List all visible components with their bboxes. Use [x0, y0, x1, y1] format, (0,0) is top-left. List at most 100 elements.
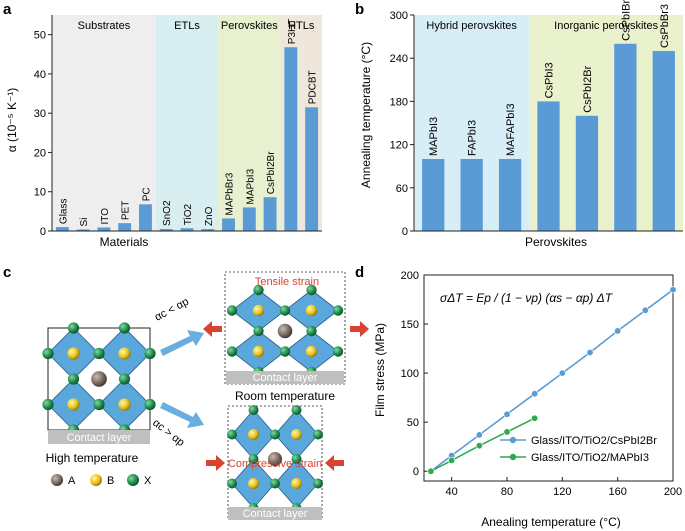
legend-a-icon — [51, 474, 63, 486]
b-site-atom — [248, 478, 259, 489]
bar-CsPbI2Br — [263, 197, 277, 231]
y-tick-label-200: 200 — [401, 270, 419, 282]
panel-d-y-axis-label: Film stress (MPa) — [373, 323, 387, 417]
a-site-atom — [277, 323, 293, 339]
series-0-point — [558, 369, 566, 377]
series-line-1 — [430, 417, 536, 472]
x-site-atom — [253, 325, 264, 337]
group-band-1 — [155, 15, 219, 231]
x-site-atom — [279, 346, 291, 357]
bar-label-ZnO: ZnO — [204, 206, 215, 226]
series-0-point — [614, 327, 622, 335]
panel-a-chart: Substrates ETLs Perovskites HTLs Glass Si ITO… — [5, 15, 322, 249]
bar-ITO — [97, 227, 111, 231]
series-0-point — [531, 390, 539, 398]
x-site-atom — [42, 347, 54, 360]
x-site-atom — [67, 373, 80, 385]
bar-label-MAPbI3: MAPbI3 — [428, 117, 440, 156]
bar-PDCBT — [305, 107, 319, 231]
compressive-arrow-right — [325, 455, 344, 471]
bar-label-TiO2: TiO2 — [183, 204, 194, 226]
condition-bottom-label: αc > αp — [150, 417, 186, 449]
condition-top-label: αc < αp — [153, 296, 191, 324]
series-1-point — [448, 456, 456, 464]
y-tick-label-10: 10 — [34, 187, 46, 199]
room-temperature-label: Room temperature — [235, 389, 335, 403]
b-site-atom — [252, 345, 265, 358]
bar-label-SnO2: SnO2 — [162, 200, 173, 226]
y-tick-label-0: 0 — [413, 466, 419, 478]
contact-layer-tensile-label: Contact layer — [253, 372, 318, 384]
bar-CsPbIBr2 — [614, 43, 637, 231]
y-tick-label-100: 100 — [401, 368, 419, 380]
plot-frame — [423, 274, 674, 482]
series-1-point — [503, 428, 511, 436]
b-site-atom — [248, 429, 259, 440]
series-0-point — [669, 286, 677, 294]
contact-layer-high-label: Contact layer — [67, 432, 132, 444]
legend-x-label: X — [144, 475, 152, 487]
group-label-2: Perovskites — [221, 20, 278, 32]
series-0-point — [641, 306, 649, 314]
x-site-atom — [248, 454, 259, 464]
bar-CsPbI2Br — [575, 115, 599, 231]
legend-a-label: A — [68, 475, 76, 487]
b-site-atom — [67, 347, 80, 360]
x-site-atom — [313, 429, 323, 440]
x-site-atom — [226, 346, 238, 357]
bar-FAPbI3 — [460, 159, 483, 231]
bar-label-MAPbBr3: MAPbBr3 — [225, 172, 236, 215]
b-site-atom — [291, 478, 302, 489]
legend-b-label: B — [107, 475, 114, 487]
b-site-atom — [118, 347, 131, 360]
bar-SnO2 — [159, 229, 173, 231]
group-band-2 — [218, 15, 281, 231]
bar-CsPbBr3 — [652, 51, 675, 231]
lattice-compressive — [227, 405, 323, 513]
group-label-3: HTLs — [288, 20, 315, 32]
bar-label-PDCBT: PDCBT — [308, 70, 319, 104]
panel-b-x-axis-label: Perovskites — [525, 235, 587, 249]
panel-a-x-axis-label: Materials — [100, 235, 149, 249]
bar-Si — [76, 229, 90, 231]
a-site-atom — [268, 452, 282, 466]
y-tick-label-20: 20 — [34, 147, 46, 159]
x-site-atom — [118, 322, 131, 334]
group-band-0 — [52, 15, 156, 231]
panel-d-chart: 0 50 100 150 200 40 80 120 160 200 Anealing tempe… — [373, 270, 682, 529]
bar-label-CsPbI2Br: CsPbI2Br — [266, 151, 277, 194]
bar-P3HT — [284, 47, 298, 231]
bar-MAPbI3 — [242, 207, 256, 231]
y-tick-label-300: 300 — [390, 10, 408, 22]
bar-label-PET: PET — [121, 201, 132, 220]
x-site-atom — [253, 284, 264, 296]
x-site-atom — [332, 346, 344, 357]
y-tick-label-0: 0 — [40, 226, 46, 238]
bar-label-Glass: Glass — [58, 199, 69, 225]
x-site-atom — [279, 305, 291, 316]
legend-marker-1 — [509, 453, 517, 461]
legend-x-icon — [127, 474, 139, 486]
x-site-atom — [93, 398, 105, 411]
y-tick-label-240: 240 — [390, 53, 408, 65]
bar-label-FAPbI3: FAPbI3 — [467, 120, 479, 156]
x-tick-label-120: 120 — [553, 486, 571, 498]
panel-a-y-axis-label: α (10⁻⁵ K⁻¹) — [5, 88, 19, 153]
contact-layer-high — [48, 430, 150, 444]
x-site-atom — [248, 405, 259, 415]
x-site-atom — [93, 347, 105, 360]
x-site-atom — [118, 373, 131, 385]
legend-marker-0 — [509, 436, 517, 444]
bar-TiO2 — [180, 228, 194, 231]
b-site-atom — [305, 304, 318, 317]
x-site-atom — [227, 429, 237, 440]
bar-PC — [139, 204, 152, 231]
bar-Glass — [55, 227, 69, 231]
compressive-strain-label: Compressive strain — [228, 458, 322, 470]
bar-MAPbBr3 — [222, 218, 235, 231]
group-label-1: ETLs — [174, 20, 200, 32]
bar-label-ITO: ITO — [100, 208, 111, 225]
x-tick-label-40: 40 — [446, 486, 458, 498]
legend-b-icon — [90, 474, 102, 486]
b-site-atom — [305, 345, 318, 358]
